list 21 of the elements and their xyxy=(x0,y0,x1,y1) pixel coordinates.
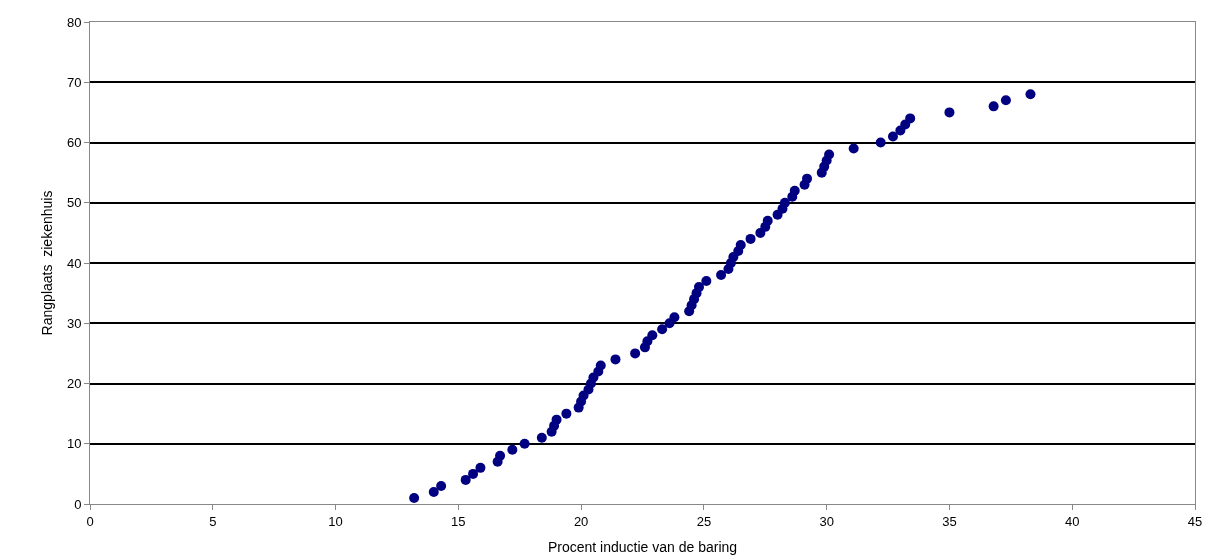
x-tick-label: 25 xyxy=(696,513,712,529)
x-tick-label: 0 xyxy=(86,513,94,529)
x-tick-label: 45 xyxy=(1187,513,1203,529)
x-tick-label: 20 xyxy=(573,513,589,529)
y-tick-label: 50 xyxy=(66,195,82,211)
x-tick-label: 40 xyxy=(1064,513,1080,529)
x-tick-label: 15 xyxy=(451,513,466,529)
x-tick-label: 30 xyxy=(819,513,834,529)
y-tick-label: 60 xyxy=(66,135,82,151)
x-tick-label: 5 xyxy=(209,513,217,529)
y-tick-label: 70 xyxy=(66,74,82,90)
y-tick-label: 40 xyxy=(66,255,82,271)
y-tick-label: 20 xyxy=(66,376,82,392)
x-tick-label: 10 xyxy=(328,513,343,529)
y-axis-title: Rangplaats ziekenhuis xyxy=(39,190,55,336)
y-tick-label: 0 xyxy=(74,496,82,512)
x-axis-title: Procent inductie van de baring xyxy=(547,539,738,555)
y-tick-label: 10 xyxy=(66,436,82,452)
y-tick-label: 30 xyxy=(66,315,82,331)
x-tick-label: 35 xyxy=(942,513,957,529)
y-tick-label: 80 xyxy=(66,14,82,30)
